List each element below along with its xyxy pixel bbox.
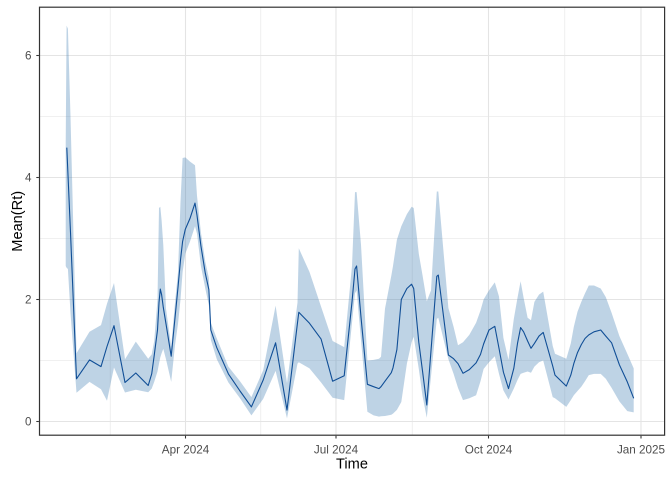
svg-text:0: 0	[25, 416, 32, 429]
svg-text:Time: Time	[336, 457, 368, 473]
svg-text:2: 2	[25, 294, 32, 307]
svg-text:6: 6	[25, 50, 32, 63]
svg-text:Jul 2024: Jul 2024	[314, 444, 359, 457]
svg-text:4: 4	[25, 172, 32, 185]
svg-text:Mean(Rt): Mean(Rt)	[10, 191, 26, 252]
svg-text:Oct 2024: Oct 2024	[465, 444, 513, 457]
svg-text:Jan 2025: Jan 2025	[617, 444, 666, 457]
svg-text:Apr 2024: Apr 2024	[162, 444, 210, 457]
